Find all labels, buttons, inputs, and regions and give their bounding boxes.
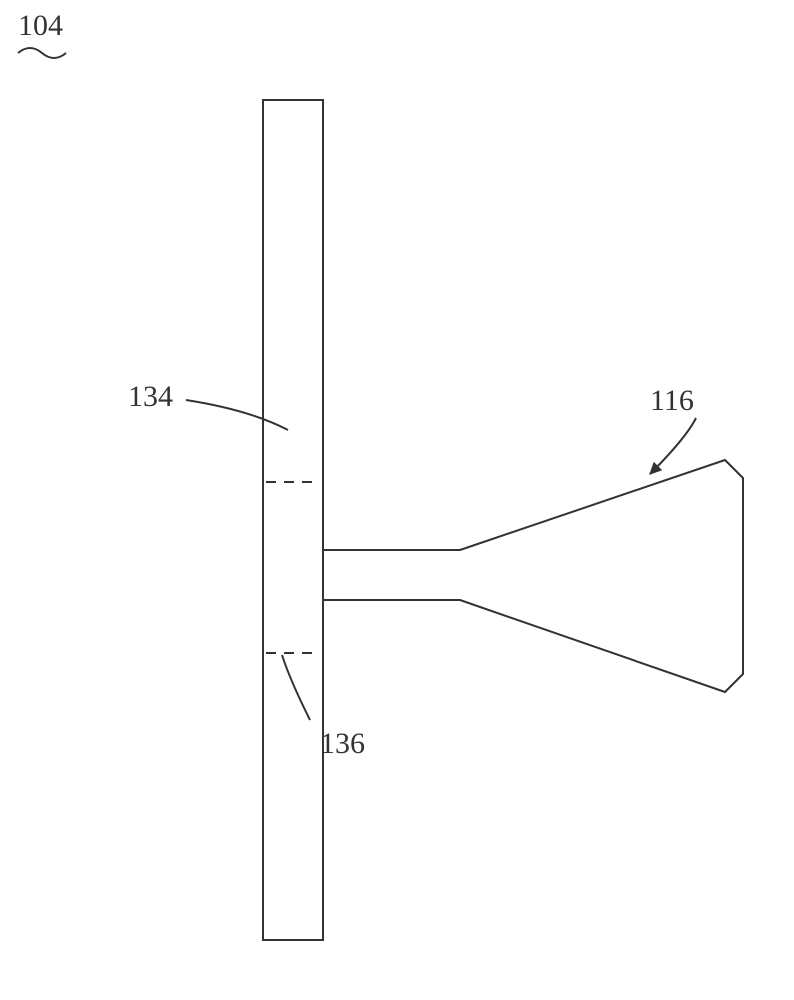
label-104: 104 [18, 9, 63, 42]
leader-134 [186, 400, 288, 430]
label-134: 134 [128, 380, 173, 413]
label-116: 116 [650, 384, 694, 417]
label-136: 136 [320, 727, 365, 760]
nozzle-outline [323, 460, 743, 692]
shaft-rect [263, 100, 323, 940]
tilde-104 [18, 48, 66, 58]
technical-diagram: 104 134 136 116 [0, 0, 794, 1000]
leader-136 [282, 655, 310, 720]
